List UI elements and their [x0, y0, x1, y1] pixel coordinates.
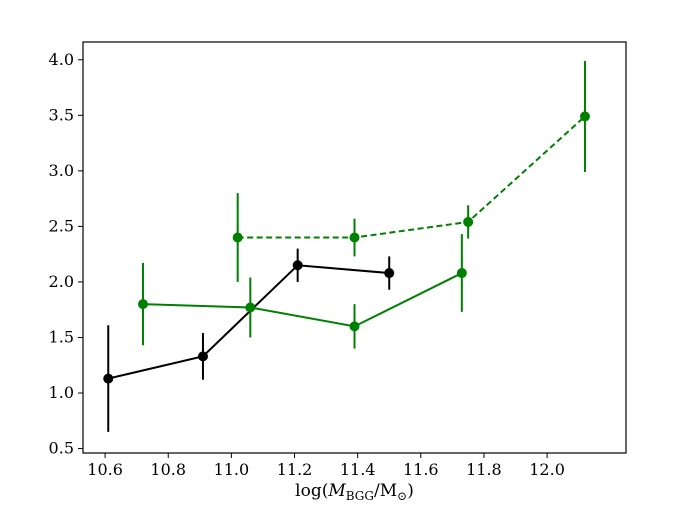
x-tick-label-5: 11.6 — [403, 460, 439, 479]
series-2-point-0 — [232, 232, 243, 243]
x-tick-label-4: 11.4 — [340, 460, 376, 479]
x-axis-label-sun: ⊙ — [397, 489, 407, 503]
x-tick-label-7: 12.0 — [529, 460, 565, 479]
series-2 — [232, 60, 590, 282]
series-0 — [103, 248, 395, 432]
series-2-point-3 — [579, 111, 590, 122]
series-1-point-0 — [137, 299, 148, 310]
series-1-line — [142, 272, 463, 328]
series-0-point-1 — [197, 351, 208, 362]
series-0-point-2 — [292, 260, 303, 271]
series-2-point-2 — [463, 216, 474, 227]
x-axis-label-log: log( — [295, 481, 328, 501]
y-tick-label-7: 4.0 — [49, 50, 74, 69]
x-axis-label-slash: /M — [374, 481, 397, 501]
x-tick-label-0: 10.6 — [87, 460, 123, 479]
y-tick-label-3: 2.0 — [49, 272, 74, 291]
series-0-line — [108, 264, 390, 380]
series-0-point-3 — [384, 268, 395, 279]
x-tick-label-1: 10.8 — [150, 460, 186, 479]
plot-frame — [82, 41, 627, 454]
series-0-point-0 — [103, 373, 114, 384]
series-2-point-1 — [349, 232, 360, 243]
x-tick-label-2: 11.0 — [214, 460, 250, 479]
series-1 — [137, 234, 467, 349]
x-tick-label-6: 11.8 — [466, 460, 502, 479]
y-tick-label-1: 1.0 — [49, 383, 74, 402]
y-tick-label-6: 3.5 — [49, 105, 74, 124]
x-axis-label-close: ) — [407, 481, 414, 501]
series-2-line — [237, 115, 586, 239]
axis-ticks: 10.6 10.8 11.0 11.2 11.4 11.6 11.8 12.0 0.5 1.0 1.… — [49, 50, 565, 479]
y-tick-label-2: 1.5 — [49, 327, 74, 346]
plot-marks — [103, 60, 590, 432]
x-axis-label: log(MBGG/M⊙) — [295, 481, 414, 503]
series-1-point-1 — [245, 302, 256, 313]
y-tick-label-0: 0.5 — [49, 439, 74, 458]
series-1-point-2 — [349, 321, 360, 332]
x-tick-label-3: 11.2 — [277, 460, 313, 479]
x-axis-label-sub: BGG — [346, 489, 374, 503]
y-tick-label-5: 3.0 — [49, 161, 74, 180]
y-tick-label-4: 2.5 — [49, 216, 74, 235]
series-1-point-3 — [456, 268, 467, 279]
x-axis-label-m: M — [327, 481, 346, 501]
